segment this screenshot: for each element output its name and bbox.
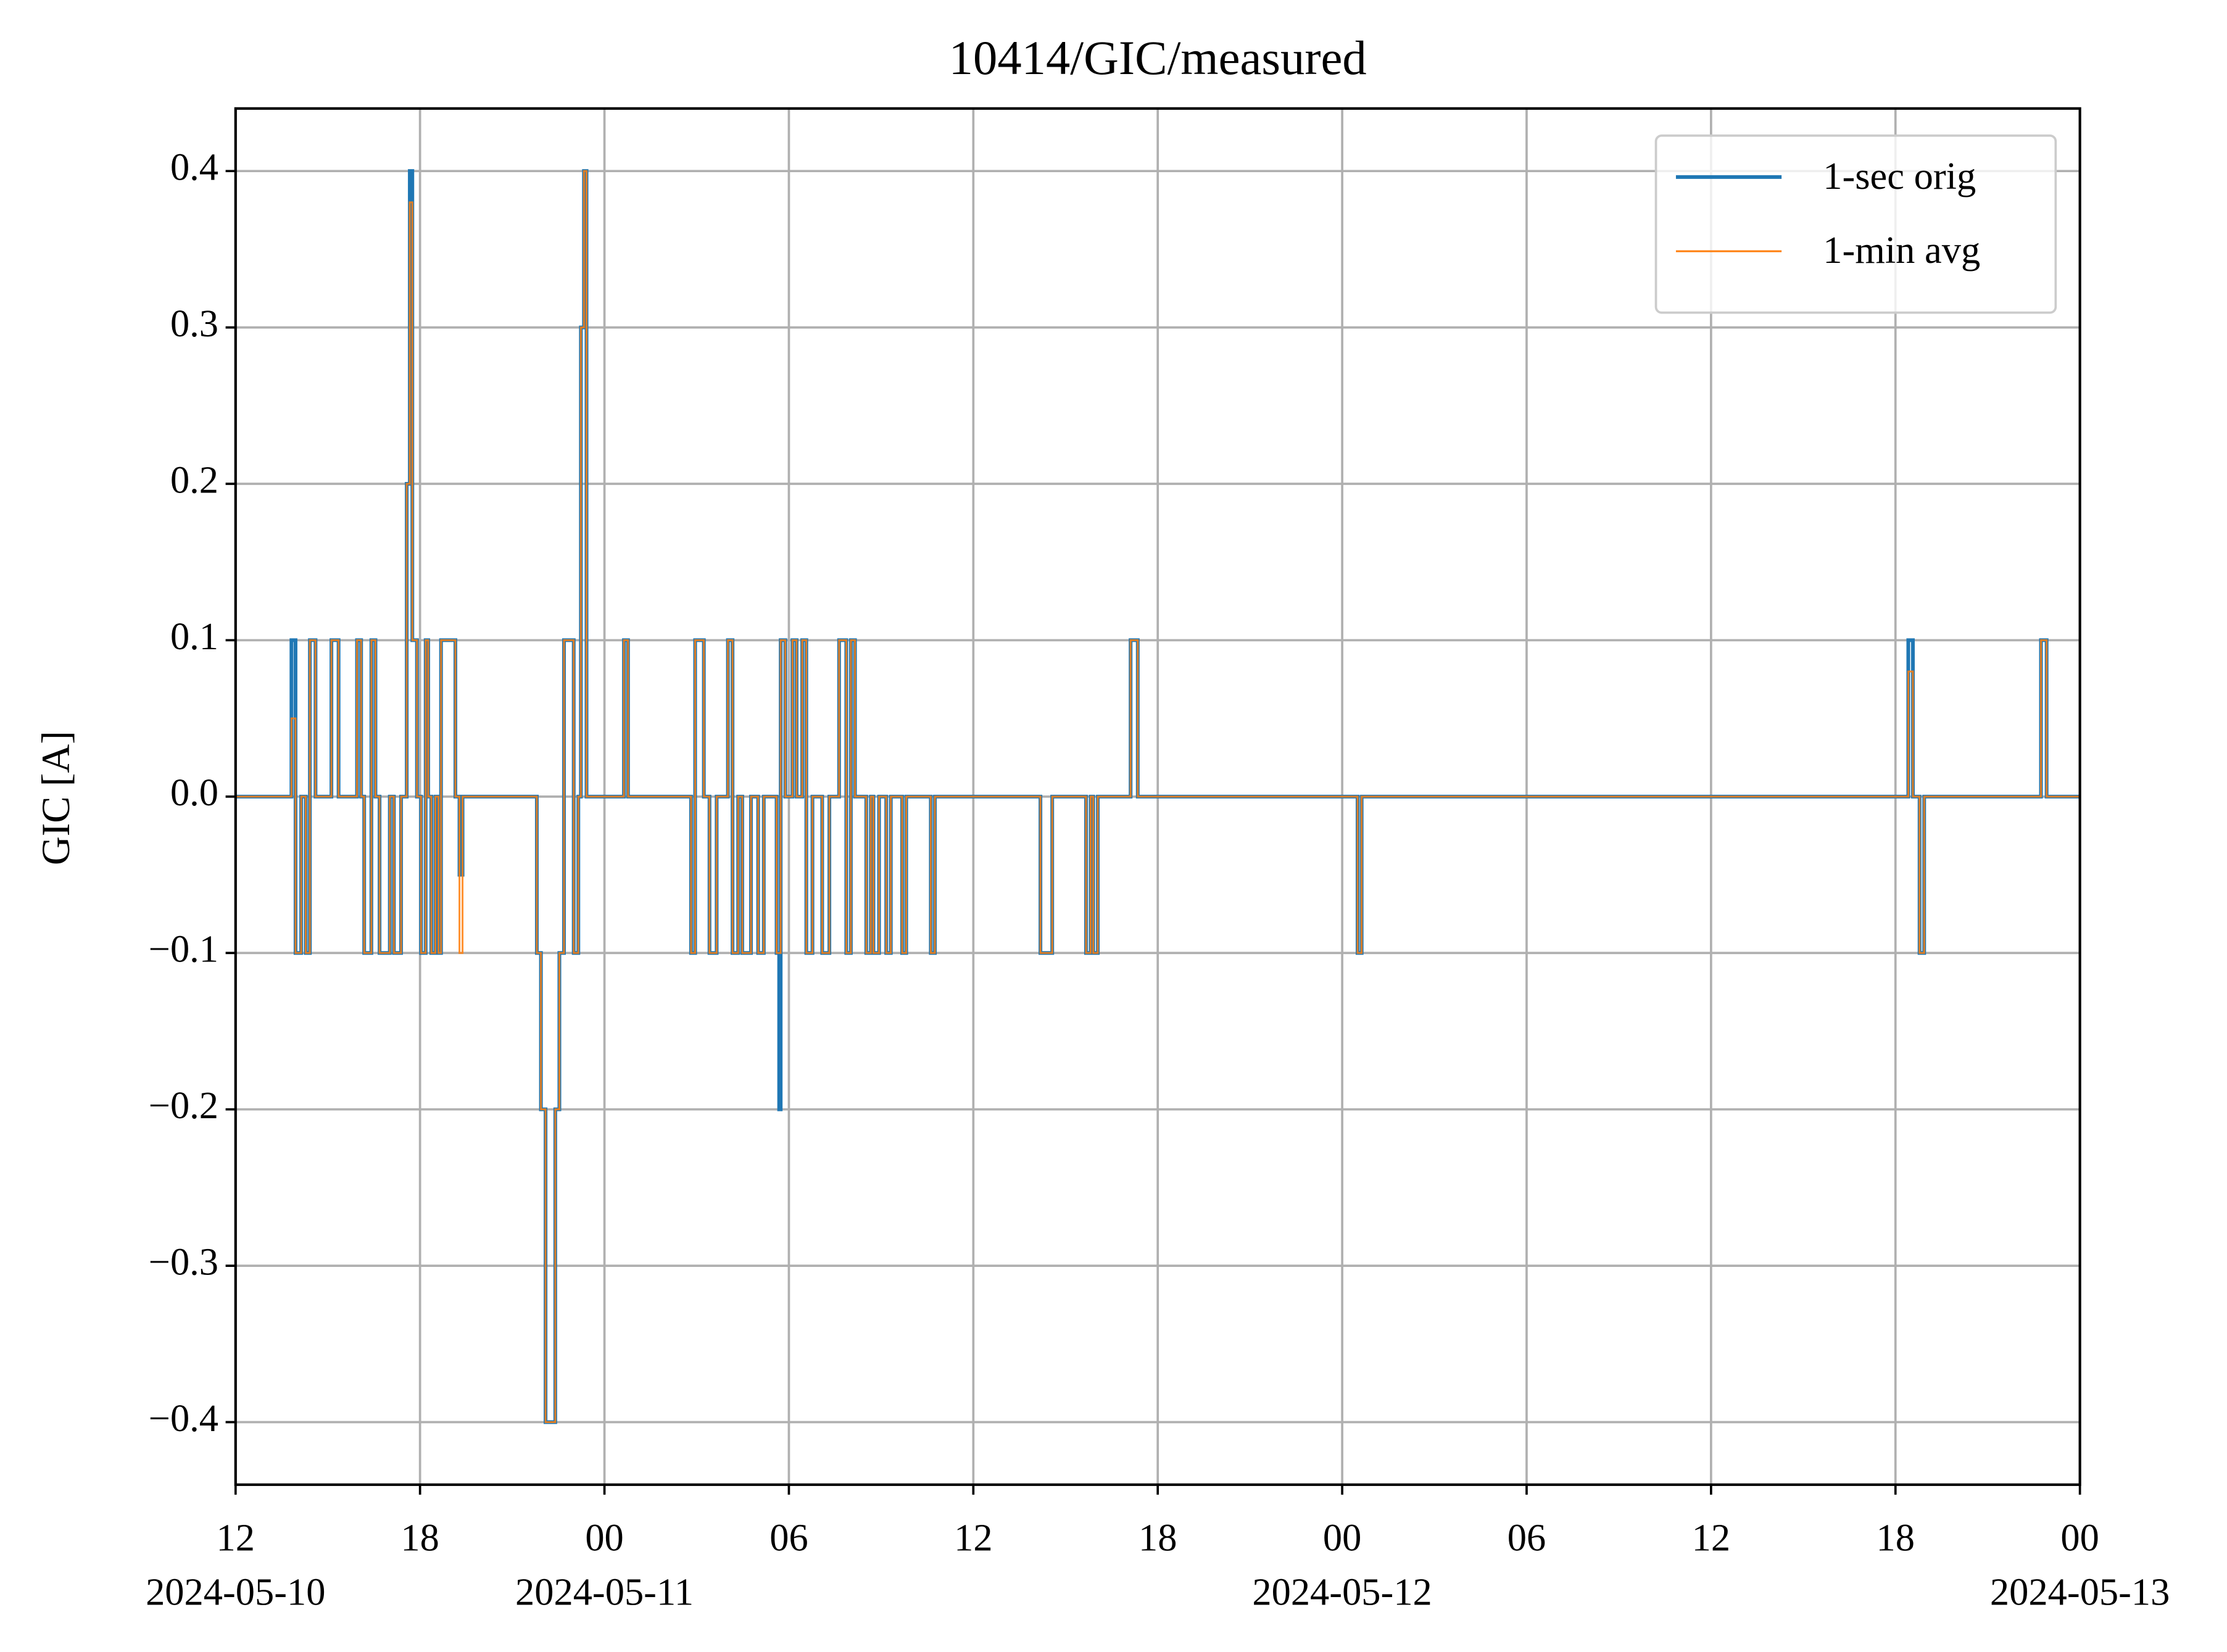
x-tick-date-label: 2024-05-13 — [1990, 1571, 2170, 1614]
y-tick-label: −0.2 — [149, 1084, 218, 1127]
y-axis-label: GIC [A] — [34, 731, 78, 865]
x-tick-label: 12 — [1692, 1516, 1730, 1559]
y-tick-label: −0.3 — [149, 1240, 218, 1283]
x-tick-label: 06 — [1507, 1516, 1546, 1559]
legend-label: 1-min avg — [1823, 228, 1980, 272]
x-tick-label: 12 — [217, 1516, 255, 1559]
y-tick-label: 0.1 — [170, 615, 218, 658]
x-tick-label: 06 — [769, 1516, 808, 1559]
x-tick-label: 18 — [1877, 1516, 1915, 1559]
x-tick-date-label: 2024-05-12 — [1252, 1571, 1432, 1614]
y-tick-label: 0.3 — [170, 302, 218, 345]
x-tick-label: 18 — [1138, 1516, 1177, 1559]
x-tick-date-label: 2024-05-11 — [515, 1571, 694, 1614]
x-tick-label: 00 — [585, 1516, 623, 1559]
y-tick-label: 0.2 — [170, 458, 218, 501]
chart-title: 10414/GIC/measured — [949, 31, 1367, 85]
series-line — [235, 170, 2080, 1424]
x-tick-label: 12 — [954, 1516, 992, 1559]
y-tick-label: −0.4 — [149, 1397, 218, 1440]
x-tick-label: 18 — [400, 1516, 439, 1559]
x-tick-label: 00 — [2060, 1516, 2099, 1559]
legend-box — [1654, 134, 2057, 314]
legend-label: 1-sec orig — [1823, 154, 1976, 197]
y-tick-label: 0.0 — [170, 771, 218, 814]
x-tick-label: 00 — [1323, 1516, 1361, 1559]
y-tick-label: 0.4 — [170, 146, 218, 189]
plot-frame — [234, 107, 2081, 1486]
y-tick-label: −0.1 — [149, 928, 218, 971]
x-tick-date-label: 2024-05-10 — [146, 1571, 325, 1614]
